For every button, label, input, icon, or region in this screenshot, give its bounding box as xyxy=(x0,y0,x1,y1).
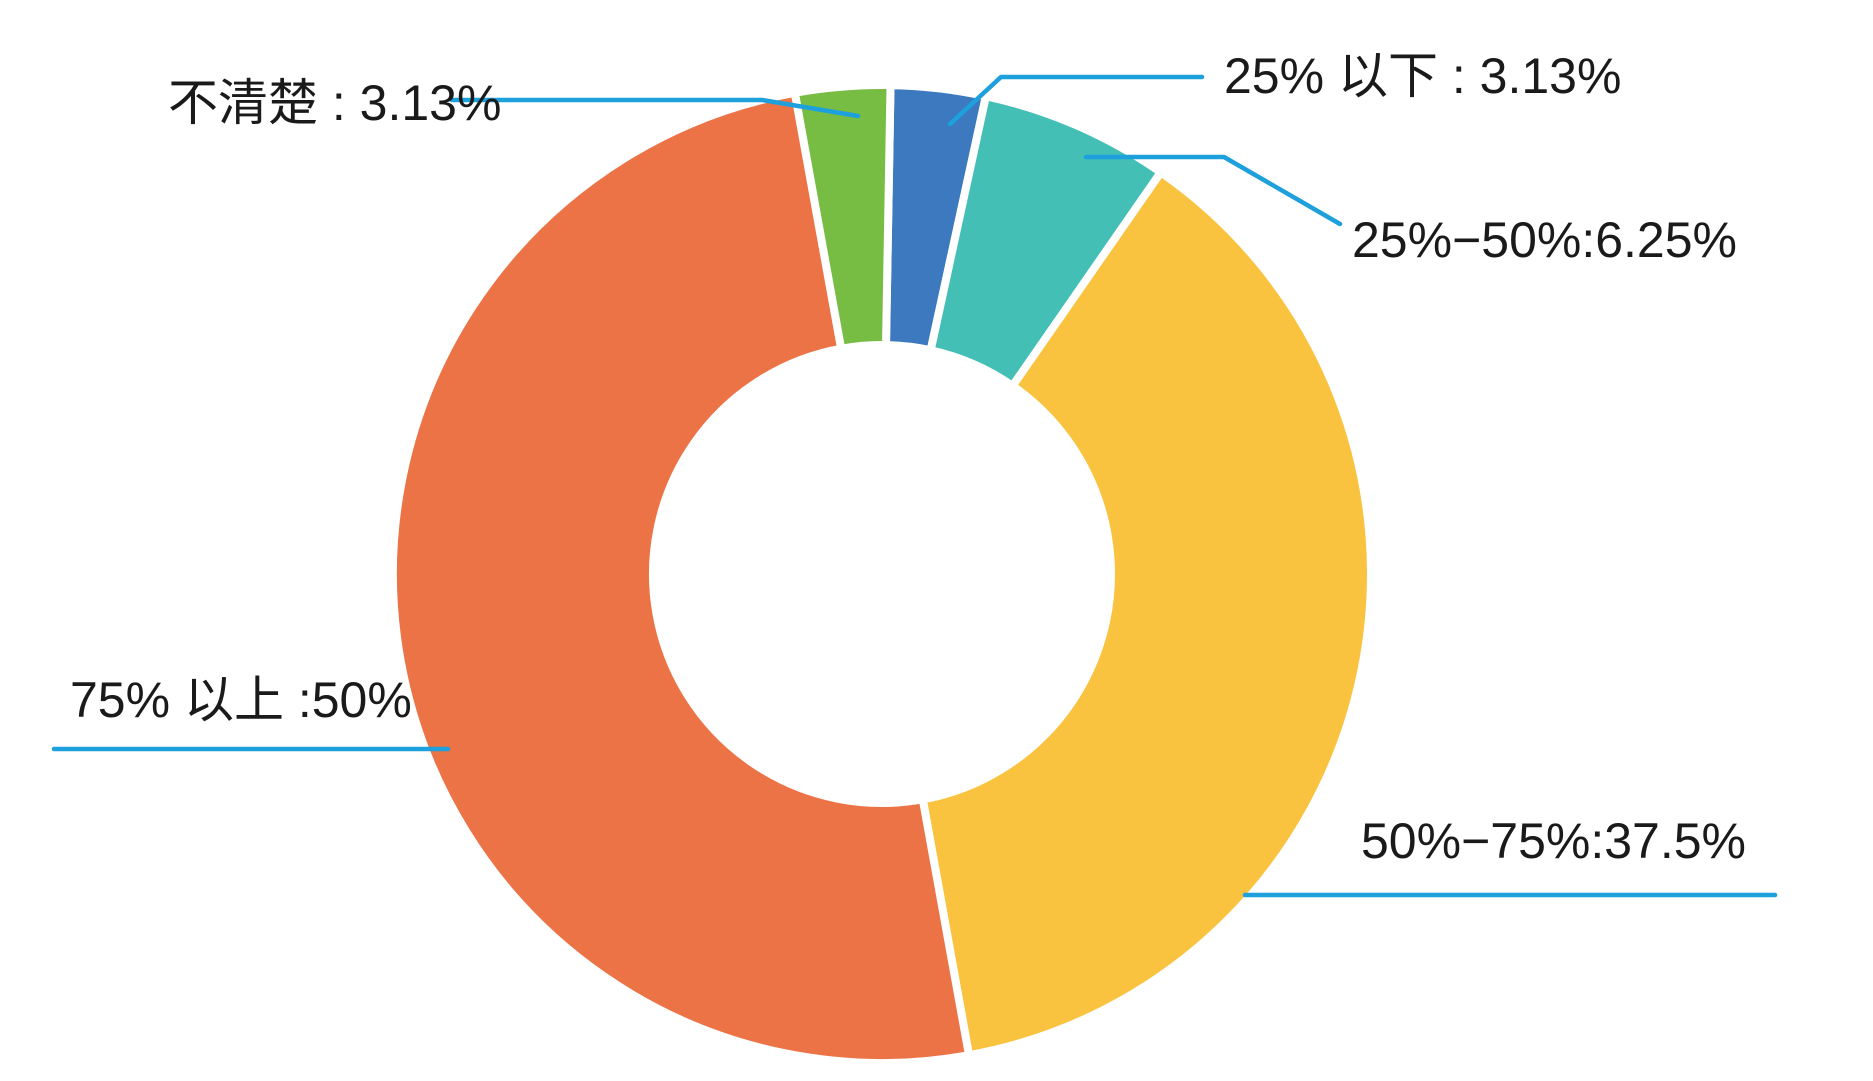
label-under-25: 25% 以下 : 3.13% xyxy=(1224,48,1622,104)
slice-unclear xyxy=(790,81,895,353)
slice-50-75 xyxy=(918,168,1375,1060)
label-over-75: 75% 以上 :50% xyxy=(70,672,412,728)
leader-line-25-50 xyxy=(1083,154,1343,227)
slice-over-75 xyxy=(388,88,973,1068)
label-unclear: 不清楚 : 3.13% xyxy=(168,75,502,131)
label-25-to-50: 25%−50%:6.25% xyxy=(1352,212,1738,268)
leader-line-unclear xyxy=(449,97,861,119)
donut-slices xyxy=(388,81,1375,1068)
leader-line-under-25 xyxy=(947,74,1205,127)
label-50-to-75: 50%−75%:37.5% xyxy=(1361,813,1747,869)
leader-lines xyxy=(51,74,1778,898)
